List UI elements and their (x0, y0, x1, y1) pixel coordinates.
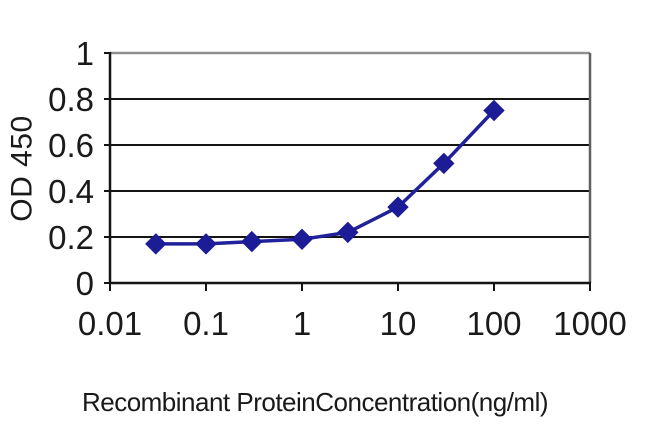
y-tick-label: 0.4 (48, 173, 94, 210)
x-tick-label: 1 (293, 305, 311, 342)
y-tick-label: 0.8 (48, 81, 94, 118)
y-tick-label: 1 (76, 35, 94, 72)
y-tick-label: 0.2 (48, 219, 94, 256)
data-point-marker (337, 221, 359, 244)
data-point-marker (241, 230, 263, 253)
x-tick-label: 0.01 (78, 305, 142, 342)
x-tick-label: 100 (466, 305, 521, 342)
data-point-marker (433, 152, 455, 175)
y-tick-label: 0 (76, 265, 94, 302)
series-line (154, 108, 496, 246)
x-tick-label: 10 (380, 305, 417, 342)
data-point-marker (387, 196, 409, 218)
y-tick-label: 0.6 (48, 127, 94, 164)
y-axis-title: OD 450 (5, 115, 39, 222)
data-point-marker (483, 99, 505, 122)
x-tick-label: 1000 (553, 305, 626, 342)
data-point-marker (195, 233, 217, 255)
x-axis-title: Recombinant ProteinConcentration(ng/ml) (81, 387, 549, 417)
data-point-marker (145, 233, 167, 255)
x-tick-label: 0.1 (183, 305, 229, 342)
data-point-marker (291, 228, 313, 251)
